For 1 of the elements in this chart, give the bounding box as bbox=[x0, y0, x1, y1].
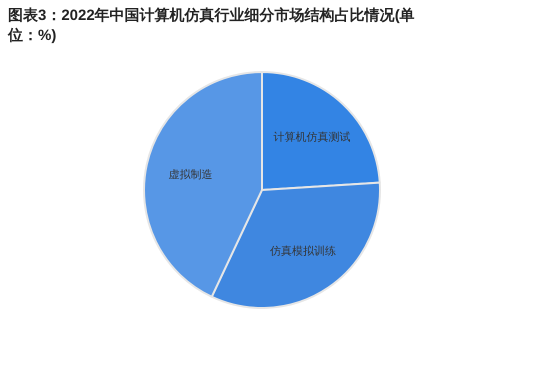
title: 图表3：2022年中国计算机仿真行业细分市场结构占比情况(单位：%) bbox=[8, 6, 416, 46]
